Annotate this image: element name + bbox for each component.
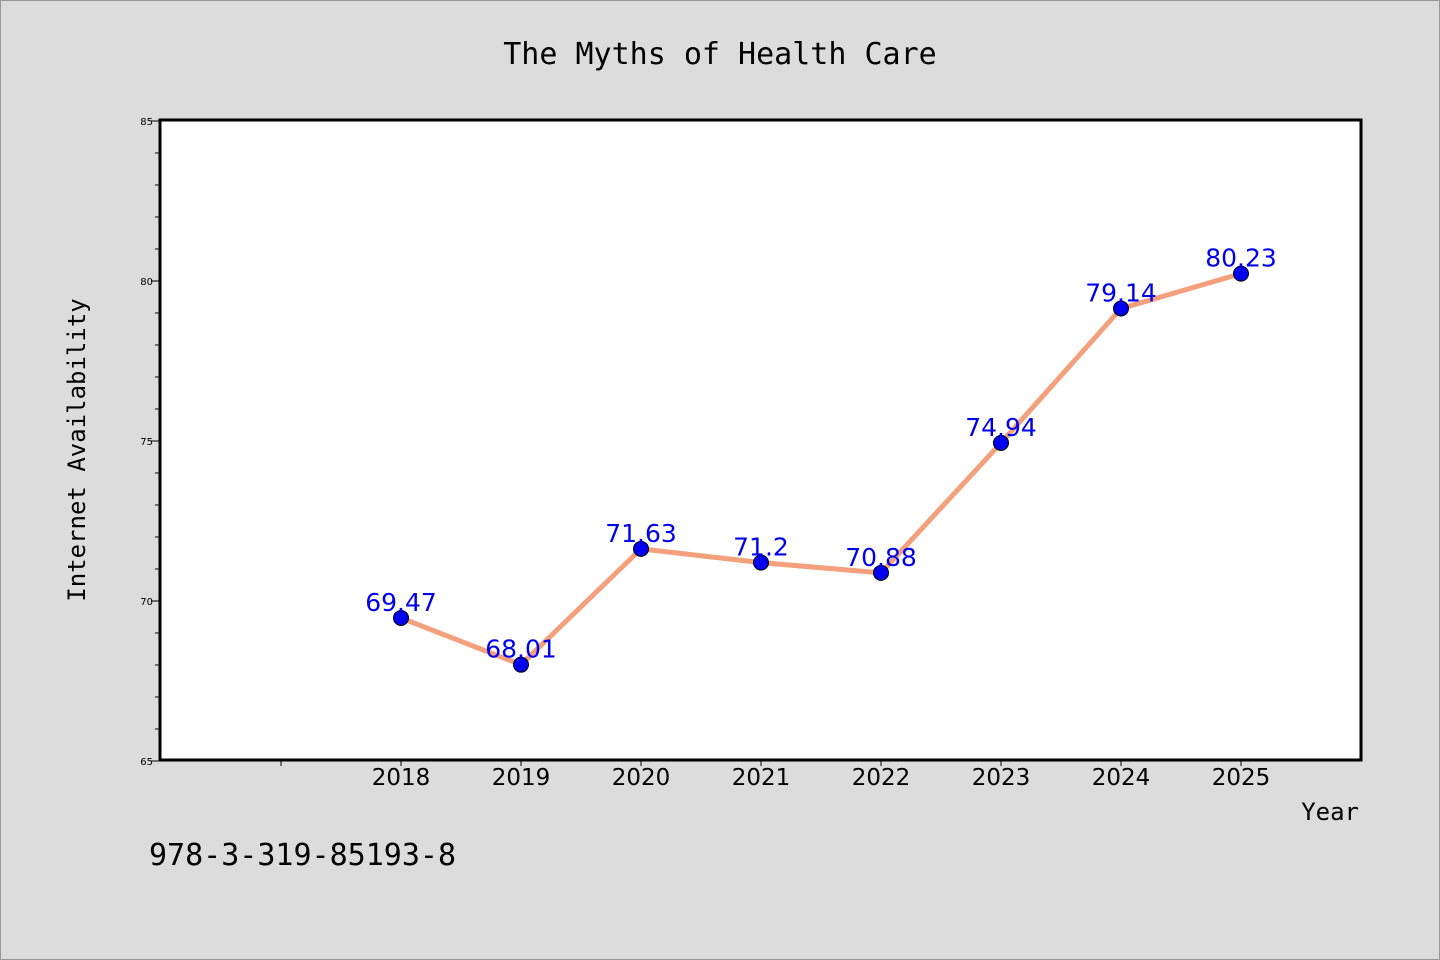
- data-label-group: 69.47 68.01 71.63 71.2 70.88 74.94 79.14 80.23: [365, 244, 1277, 664]
- series-line: [398, 271, 1244, 668]
- x-axis: 2018 2019 2020 2021 2022 2023 2024 2025: [280, 761, 1271, 791]
- plot-area: [158, 118, 1363, 762]
- y-axis: 65 70 75 80 85: [140, 117, 161, 768]
- x-tick-label: 2019: [492, 765, 551, 791]
- x-tick-label: 2024: [1092, 765, 1151, 791]
- x-tick-label: 2021: [732, 765, 791, 791]
- series-line-group: [398, 271, 1244, 668]
- data-label: 80.23: [1205, 244, 1277, 273]
- data-label: 71.2: [733, 533, 789, 562]
- y-tick-label: 70: [140, 597, 153, 608]
- x-tick-label: 2025: [1212, 765, 1271, 791]
- data-label: 74.94: [965, 413, 1037, 442]
- y-tick-label: 75: [140, 437, 153, 448]
- data-point-marker: [993, 434, 1009, 451]
- y-tick-label: 85: [140, 117, 153, 128]
- y-axis-label: Internet Availability: [63, 298, 91, 601]
- data-point-marker: [1233, 265, 1249, 282]
- data-point-marker: [753, 554, 769, 571]
- x-axis-label: Year: [1301, 798, 1359, 826]
- data-label: 71.63: [605, 519, 677, 548]
- data-point-marker: [513, 656, 529, 673]
- x-tick-label: 2020: [612, 765, 671, 791]
- y-tick-label: 65: [140, 757, 153, 768]
- data-point-marker: [873, 564, 889, 581]
- data-label: 79.14: [1085, 279, 1157, 308]
- data-label: 68.01: [485, 635, 557, 664]
- chart-title: The Myths of Health Care: [503, 37, 936, 72]
- data-point-marker: [393, 609, 409, 626]
- data-label: 70.88: [845, 543, 917, 572]
- isbn-text: 978-3-319-85193-8: [149, 838, 456, 873]
- marker-group: [393, 265, 1249, 673]
- x-tick-label: 2018: [372, 765, 431, 791]
- x-tick-label: 2023: [972, 765, 1031, 791]
- data-point-marker: [633, 540, 649, 557]
- y-tick-label: 80: [140, 277, 153, 288]
- x-tick-label: 2022: [852, 765, 911, 791]
- data-label: 69.47: [365, 588, 437, 617]
- data-point-marker: [1113, 300, 1129, 317]
